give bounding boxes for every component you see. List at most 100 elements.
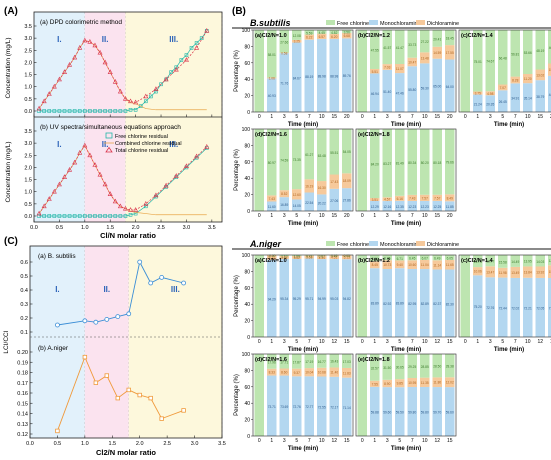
point-total [82, 37, 88, 43]
point-total [143, 93, 149, 99]
x-axis-label: Time (min) [391, 122, 421, 128]
point-free [77, 214, 82, 218]
zone-band [84, 246, 129, 438]
bar-mono [407, 66, 417, 112]
free-value-label: 61.27 [305, 153, 313, 157]
y-tick-label: 0.13 [17, 422, 28, 428]
mono-value-label: 55.80 [408, 88, 416, 92]
panel-b: B.subtilis A.niger Free chlorine Monochlo… [232, 18, 551, 452]
bar-free [370, 255, 380, 262]
di-value-label: 16.19 [305, 184, 313, 188]
point-free [37, 109, 41, 113]
bar-free [370, 354, 380, 381]
mono-value-label: 82.30 [446, 302, 454, 306]
bar-di [432, 260, 442, 270]
free-value-label: 12.52 [549, 259, 551, 263]
bar-di [485, 91, 495, 96]
point-free [98, 214, 102, 218]
point-free [103, 109, 107, 113]
mono-value-label: 64.00 [446, 85, 454, 89]
mono-value-label: 65.00 [433, 84, 441, 88]
mono-value-label: 88.98 [318, 75, 326, 79]
mono-value-label: 59.80 [421, 410, 429, 414]
x-tick-label: 1 [476, 114, 479, 120]
x-tick-label: 0 [361, 339, 364, 345]
bar-di [498, 84, 508, 91]
free-value-label: 32.57 [371, 366, 379, 370]
bar-mono [382, 69, 392, 112]
point-total [61, 174, 67, 179]
point-free [67, 214, 72, 218]
di-value-label: 6.68 [344, 34, 350, 38]
bar-free [317, 354, 327, 368]
point-total [61, 69, 67, 74]
bar-subplot-frame [252, 254, 354, 338]
bar-di [267, 77, 277, 79]
y-tick-label: 0 [247, 434, 250, 440]
di-value-label: 8.28 [512, 78, 518, 82]
bar-mono [445, 269, 455, 337]
free-value-label: 17.03 [343, 360, 351, 364]
di-value-label: 3.25 [294, 40, 300, 44]
point-free [113, 214, 118, 218]
di-value-label: 15.05 [549, 68, 551, 72]
panel-label-c: (C) [4, 236, 18, 247]
point-total [87, 38, 93, 44]
di-value-label: 3.75 [475, 92, 481, 96]
point-total [97, 171, 103, 177]
free-value-label: 6.07 [422, 256, 428, 260]
mono-value-label: 72.05 [536, 306, 544, 310]
bar-di [292, 189, 302, 200]
mono-value-label: 27.86 [343, 199, 351, 203]
point-free [138, 104, 143, 108]
bar-free [357, 255, 367, 337]
bar-di [395, 379, 405, 388]
x-tick-label: 3 [283, 114, 286, 120]
x-tick-label: 7 [411, 438, 414, 444]
mono-value-label: 51.40 [383, 90, 391, 94]
point-free [103, 214, 107, 218]
x-tick-label: 0.5 [54, 441, 62, 447]
bar-subplot-title: (b)Cl2/N=1.2 [358, 258, 390, 264]
y-tick-label: 100 [242, 352, 251, 358]
bar-free [342, 30, 352, 33]
bar-mono [420, 63, 430, 112]
mono-value-label: 59.88 [371, 410, 379, 414]
x-tick-label: 3.5 [208, 225, 216, 231]
mono-value-label: 12.23 [408, 205, 416, 209]
bar-mono [329, 376, 339, 436]
point-total [163, 182, 169, 188]
x-tick-label: 1.5 [108, 441, 116, 447]
y-tick-label: 0.4 [20, 288, 28, 294]
y-tick-label: 2.5 [24, 48, 32, 54]
point-total [102, 59, 108, 65]
bar-di [267, 195, 277, 202]
zone-label-2: II. [103, 285, 110, 294]
legend-free-label: Free chlorine residual [115, 134, 168, 140]
bar-subplot-title: (c)Cl2/N=1.4 [461, 33, 494, 39]
point-total [51, 83, 57, 89]
y-axis-label: Percentage (%) [234, 374, 240, 416]
x-tick-label: 15 [344, 438, 350, 444]
free-value-label: 4.45 [319, 31, 325, 35]
y-tick-label: 20 [244, 418, 250, 424]
legend-label-3: Dichloramine [427, 21, 459, 27]
x-tick-label: 3.5 [218, 441, 226, 447]
x-tick-label: 12 [331, 438, 337, 444]
panel-a-series [36, 28, 210, 218]
bar-subplot: 0 1 73.71 8.33 17.96 3 73.69 8.60 17.71 5 72.76 9.3… [234, 352, 354, 452]
di-value-label: 0.58 [281, 51, 287, 55]
bar-mono [317, 376, 327, 436]
bar-free [254, 354, 264, 436]
legend-label-1: Free chlorine [337, 21, 369, 27]
y-tick-label: 80 [244, 269, 250, 275]
bar-mono [342, 259, 352, 337]
bar-di [432, 46, 442, 59]
point-free [47, 214, 52, 218]
bar-di [370, 198, 380, 201]
bar-di [342, 255, 352, 260]
point-free [93, 109, 97, 113]
bar-di [445, 194, 455, 202]
ratio-line-1 [57, 260, 184, 326]
bar-free [329, 30, 339, 34]
